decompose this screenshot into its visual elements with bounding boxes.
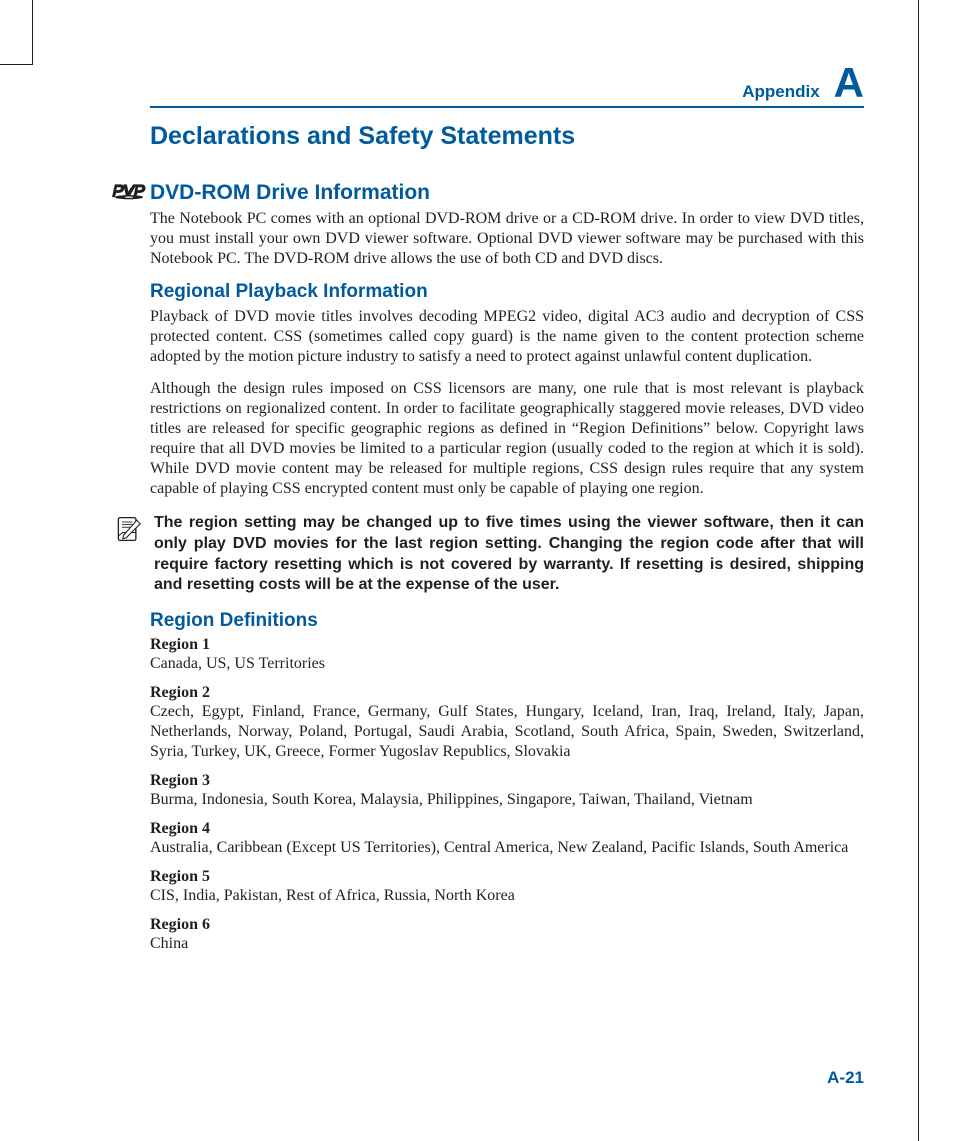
- region-1-body: Canada, US, US Territories: [150, 654, 864, 674]
- body-regional-p2: Although the design rules imposed on CSS…: [150, 379, 864, 499]
- region-3-body: Burma, Indonesia, South Korea, Malaysia,…: [150, 790, 864, 810]
- body-dvd-rom: The Notebook PC comes with an optional D…: [150, 209, 864, 269]
- body-regional-p1: Playback of DVD movie titles involves de…: [150, 307, 864, 367]
- heading-region-definitions: Region Definitions: [150, 610, 864, 632]
- dvd-rom-icon: R O M: [112, 183, 146, 205]
- region-4-body: Australia, Caribbean (Except US Territor…: [150, 838, 864, 858]
- heading-regional-playback: Regional Playback Information: [150, 281, 864, 303]
- region-2-body: Czech, Egypt, Finland, France, Germany, …: [150, 702, 864, 762]
- section-region-definitions: Region Definitions Region 1 Canada, US, …: [150, 610, 864, 954]
- note-text: The region setting may be changed up to …: [154, 513, 864, 596]
- region-1-label: Region 1: [150, 636, 864, 654]
- crop-mark-right: [918, 0, 919, 1141]
- note-icon: [114, 515, 142, 548]
- region-3-label: Region 3: [150, 772, 864, 790]
- heading-dvd-rom: DVD-ROM Drive Information: [150, 181, 864, 205]
- page-content: Appendix A Declarations and Safety State…: [150, 62, 864, 954]
- appendix-header: Appendix A: [150, 62, 864, 108]
- region-6-label: Region 6: [150, 916, 864, 934]
- appendix-label: Appendix: [742, 82, 819, 101]
- region-6-body: China: [150, 934, 864, 954]
- appendix-letter: A: [834, 59, 864, 106]
- crop-mark-top-left: [0, 0, 33, 65]
- region-5-body: CIS, India, Pakistan, Rest of Africa, Ru…: [150, 886, 864, 906]
- region-5-label: Region 5: [150, 868, 864, 886]
- svg-text:R O M: R O M: [124, 199, 134, 200]
- page-number: A-21: [827, 1068, 864, 1088]
- region-2-label: Region 2: [150, 684, 864, 702]
- note-box: The region setting may be changed up to …: [114, 513, 864, 596]
- section-regional-playback: Regional Playback Information Playback o…: [150, 281, 864, 499]
- section-dvd-rom: R O M DVD-ROM Drive Information The Note…: [150, 181, 864, 269]
- region-4-label: Region 4: [150, 820, 864, 838]
- page-title: Declarations and Safety Statements: [150, 122, 864, 151]
